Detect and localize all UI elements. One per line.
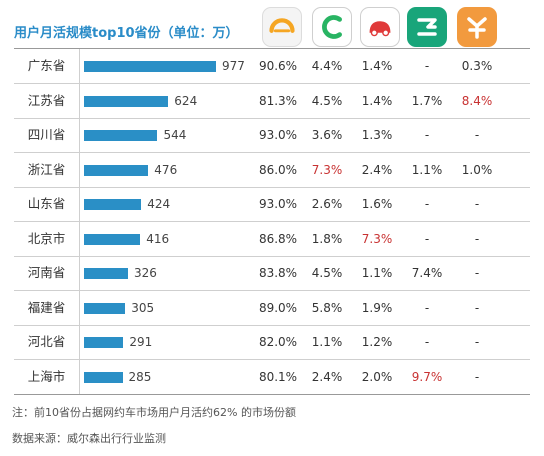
table-row: 山东省 424 93.0% 2.6% 1.6% - - [14,187,530,222]
share-cell-yidao: - [424,300,430,315]
share-cell-caocao: 7.3% [311,162,343,177]
share-cell-caocao: 4.5% [311,93,343,108]
table-row: 上海市 285 80.1% 2.4% 2.0% 9.7% - [14,359,530,395]
share-cell-shouqi: - [474,231,480,246]
bar [84,302,126,314]
bar-value-label: 305 [131,300,155,315]
share-cell-didi: 80.1% [258,369,298,384]
share-cell-yidao: - [424,59,430,73]
shenzhou-logo [360,7,400,47]
province-label: 江苏省 [14,83,80,118]
province-label: 北京市 [14,221,80,256]
table-row: 浙江省 476 86.0% 7.3% 2.4% 1.1% 1.0% [14,152,530,188]
share-cell-shouqi: - [474,335,480,349]
bar [84,130,158,141]
share-cell-shenzhou: 1.2% [361,335,393,349]
province-label: 浙江省 [14,152,80,187]
yidao-logo [407,7,447,47]
share-cell-shouqi: - [474,369,480,384]
share-cell-didi: 86.8% [258,231,298,246]
share-cell-yidao: - [424,128,430,142]
table-row: 河南省 326 83.8% 4.5% 1.1% 7.4% - [14,256,530,291]
share-cell-shenzhou: 2.0% [361,369,393,384]
province-label: 河南省 [14,256,80,290]
table-row: 河北省 291 82.0% 1.1% 1.2% - - [14,325,530,360]
share-cell-shouqi: - [474,266,480,280]
share-cell-shouqi: 8.4% [461,93,493,108]
bar [84,233,141,245]
share-cell-didi: 86.0% [258,162,298,177]
bar-value-label: 624 [174,93,198,108]
share-cell-caocao: 4.5% [311,266,343,280]
province-label: 上海市 [14,359,80,394]
share-cell-yidao: - [424,197,430,211]
bar-value-label: 285 [128,369,152,384]
share-cell-shenzhou: 1.4% [361,59,393,73]
data-source: 数据来源：威尔森出行行业监测 [12,432,166,445]
table-row: 江苏省 624 81.3% 4.5% 1.4% 1.7% 8.4% [14,83,530,119]
bar [84,199,142,210]
share-cell-caocao: 5.8% [311,300,343,315]
share-cell-shouqi: 1.0% [461,162,493,177]
share-cell-shouqi: - [474,128,480,142]
footnote: 注：前10省份占据网约车市场用户月活约62% 的市场份额 [12,406,296,419]
share-cell-shenzhou: 1.3% [361,128,393,142]
shouqi-logo [457,7,497,47]
table-row: 福建省 305 89.0% 5.8% 1.9% - - [14,290,530,326]
share-cell-caocao: 2.4% [311,369,343,384]
province-label: 四川省 [14,118,80,152]
bar [84,371,123,383]
share-cell-shenzhou: 7.3% [361,231,393,246]
share-cell-yidao: 7.4% [411,266,443,280]
didi-logo [262,7,302,47]
bar [84,164,149,176]
share-cell-didi: 81.3% [258,93,298,108]
bar-value-label: 291 [129,335,153,349]
table-row: 四川省 544 93.0% 3.6% 1.3% - - [14,118,530,153]
share-cell-shouqi: - [474,197,480,211]
share-cell-didi: 83.8% [258,266,298,280]
share-cell-yidao: 1.1% [411,162,443,177]
share-cell-shenzhou: 1.9% [361,300,393,315]
share-cell-caocao: 4.4% [311,59,343,73]
province-label: 福建省 [14,290,80,325]
share-cell-caocao: 2.6% [311,197,343,211]
share-cell-shenzhou: 1.4% [361,93,393,108]
share-cell-shouqi: 0.3% [461,59,493,73]
share-cell-yidao: - [424,335,430,349]
bar [84,337,124,348]
table-row: 广东省 977 90.6% 4.4% 1.4% - 0.3% [14,49,530,84]
share-cell-caocao: 1.8% [311,231,343,246]
data-table: 广东省 977 90.6% 4.4% 1.4% - 0.3% 江苏省 624 81.3% 4.5% 1… [14,48,530,395]
share-cell-didi: 89.0% [258,300,298,315]
share-cell-yidao: 1.7% [411,93,443,108]
share-cell-shenzhou: 1.6% [361,197,393,211]
share-cell-yidao: - [424,231,430,246]
bar-value-label: 977 [222,59,245,73]
bar-value-label: 424 [147,197,171,211]
share-cell-didi: 93.0% [258,197,298,211]
bar-value-label: 476 [154,162,178,177]
bar-value-label: 416 [146,231,170,246]
share-cell-caocao: 1.1% [311,335,343,349]
bar-value-label: 326 [134,266,157,280]
caocao-logo [312,7,352,47]
chart-title: 用户月活规模top10省份（单位：万） [14,26,239,41]
share-cell-didi: 93.0% [258,128,298,142]
province-label: 广东省 [14,49,80,83]
table-row: 北京市 416 86.8% 1.8% 7.3% - - [14,221,530,257]
province-label: 河北省 [14,325,80,359]
share-cell-didi: 90.6% [258,59,298,73]
bar [84,61,216,72]
share-cell-shenzhou: 1.1% [361,266,393,280]
share-cell-didi: 82.0% [258,335,298,349]
share-cell-shenzhou: 2.4% [361,162,393,177]
bar [84,95,169,107]
bar-value-label: 544 [163,128,187,142]
share-cell-yidao: 9.7% [411,369,443,384]
province-label: 山东省 [14,187,80,221]
bar [84,268,129,279]
share-cell-caocao: 3.6% [311,128,343,142]
share-cell-shouqi: - [474,300,480,315]
